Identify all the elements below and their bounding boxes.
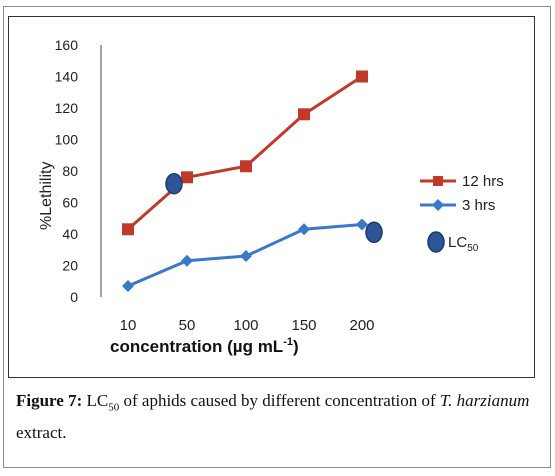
caption-text-1: LC (82, 391, 109, 410)
data-point (240, 250, 252, 263)
data-point (122, 223, 134, 236)
x-axis-label: concentration (µg mL-1) (110, 336, 299, 356)
y-tick-label: 40 (62, 226, 78, 242)
y-tick-label: 120 (55, 100, 79, 116)
legend: 12 hrs 3 hrs LC50 (420, 173, 504, 254)
data-point (356, 218, 368, 231)
lc50-point (165, 173, 183, 195)
legend-lc50-label: LC50 (448, 234, 479, 254)
caption-sub: 50 (108, 401, 120, 414)
legend-lc50-main: LC (448, 234, 467, 251)
chart-border (8, 16, 535, 378)
legend-3hrs-marker (432, 199, 444, 211)
y-tick-label: 140 (55, 69, 79, 85)
figure-caption: Figure 7: LC50 of aphids caused by diffe… (16, 388, 536, 446)
data-point (298, 223, 310, 236)
x-tick-label: 10 (120, 317, 137, 334)
data-point (181, 171, 193, 184)
legend-3hrs-label: 3 hrs (462, 197, 495, 214)
lc50-point (365, 221, 383, 244)
y-tick-label: 0 (70, 289, 78, 305)
lc50-markers (165, 173, 383, 244)
y-tick-label: 60 (62, 195, 78, 211)
caption-species: T. harzianum (439, 391, 530, 410)
legend-lc50-sub: 50 (467, 243, 479, 254)
data-point (122, 279, 134, 292)
x-tick-label: 200 (349, 317, 374, 334)
legend-lc50-marker (427, 231, 445, 253)
x-axis-label-sup: -1 (283, 336, 293, 348)
y-tick-label: 20 (62, 258, 78, 274)
y-tick-label: 80 (62, 163, 78, 179)
y-axis-label: %Lethility (38, 162, 55, 230)
y-tick-label: 100 (55, 132, 79, 148)
y-tick-labels: 0 20 40 60 80 100 120 140 160 (55, 37, 79, 305)
data-point (356, 70, 368, 83)
caption-label: Figure 7: (16, 391, 83, 410)
data-point (181, 254, 193, 267)
caption-text-3: extract. (16, 423, 67, 443)
data-point (298, 108, 310, 121)
x-tick-labels: 10 50 100 150 200 (120, 317, 375, 334)
legend-12hrs-label: 12 hrs (462, 173, 504, 190)
caption-text-2: of aphids caused by different concentrat… (119, 391, 440, 410)
y-tick-label: 160 (55, 37, 79, 53)
x-tick-label: 100 (233, 317, 258, 334)
x-tick-label: 50 (179, 317, 196, 334)
series-line (127, 75, 363, 231)
series-layer (122, 70, 368, 292)
legend-12hrs-marker (433, 176, 443, 186)
data-point (240, 160, 252, 173)
x-tick-label: 150 (291, 317, 316, 334)
x-axis-label-end: ) (293, 337, 299, 356)
chart: 0 20 40 60 80 100 120 140 160 10 50 100 150 200 %Let… (38, 37, 504, 356)
figure-frame (3, 6, 551, 468)
x-axis-label-main: concentration (µg mL (110, 337, 283, 356)
